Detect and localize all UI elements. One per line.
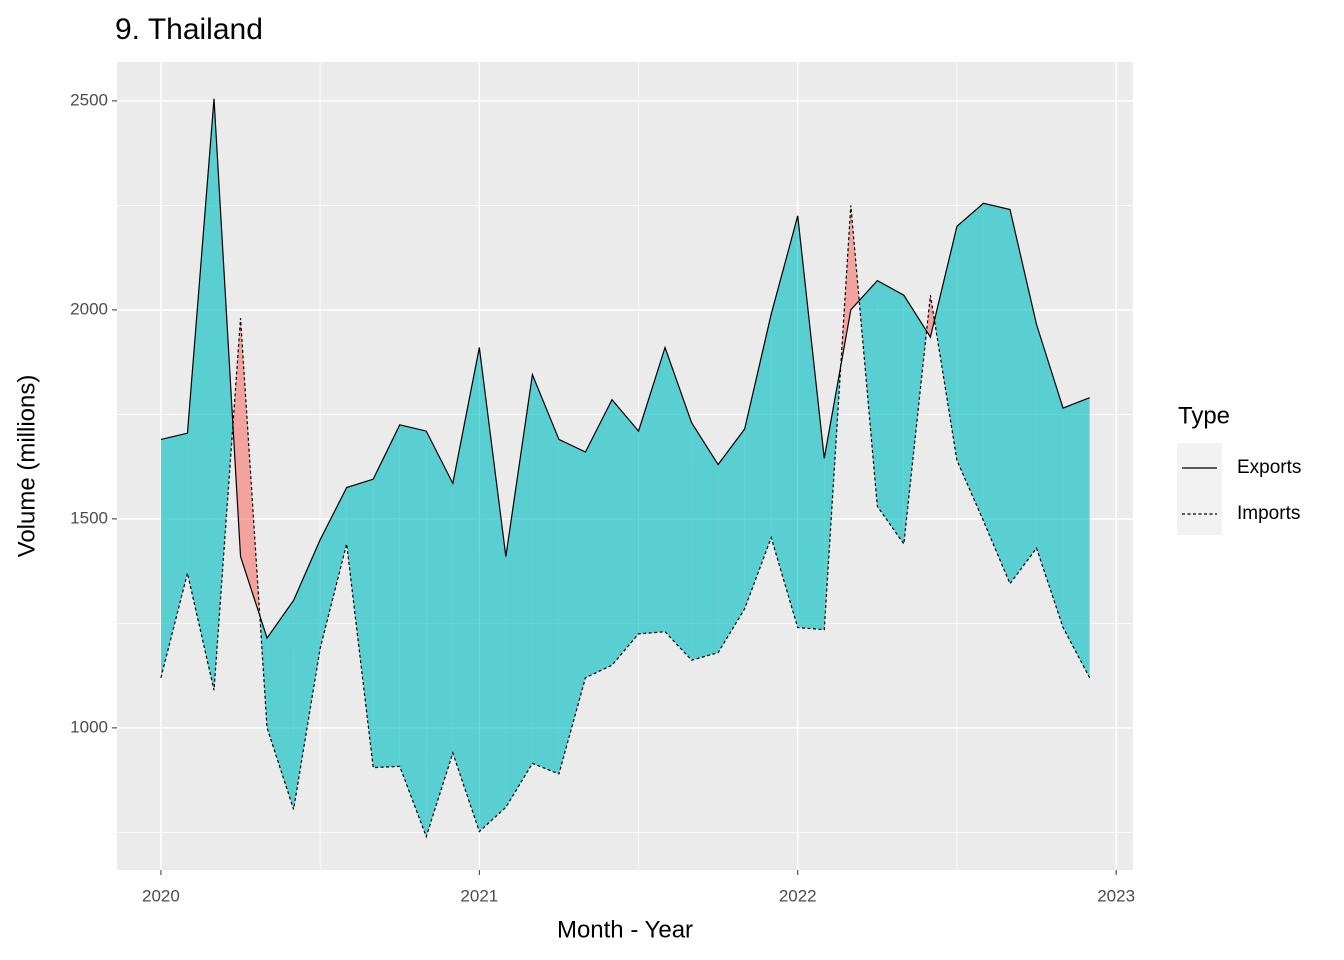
ribbon-area — [426, 431, 453, 837]
series-line — [160, 205, 1091, 839]
legend-title: Type — [1178, 402, 1230, 429]
x-tick-label: 2020 — [142, 886, 180, 905]
series-line — [160, 98, 1090, 640]
y-tick-label: 1500 — [70, 508, 108, 527]
x-tick-label: 2021 — [460, 886, 498, 905]
ribbon-area — [877, 280, 904, 544]
ribbon-area — [267, 600, 294, 810]
ribbon-area — [956, 203, 984, 521]
chart-title: 9. Thailand — [115, 13, 263, 46]
ribbon-area — [934, 226, 957, 461]
ribbon-area — [479, 347, 506, 832]
axes: 1000 1500 2000 2500 2020 2021 2022 2023 — [70, 90, 1135, 905]
ribbon-area — [585, 399, 613, 678]
y-tick-label: 2500 — [70, 90, 108, 109]
x-tick-label: 2023 — [1097, 886, 1135, 905]
ribbon-area — [505, 374, 533, 808]
ribbon-area — [160, 433, 188, 678]
ribbon-area — [232, 318, 241, 557]
ribbon-area — [1036, 324, 1064, 628]
ribbon-area — [903, 295, 927, 544]
ribbon-area — [797, 215, 825, 630]
ribbon-area — [859, 280, 878, 507]
ribbon-area — [1063, 397, 1090, 678]
legend-label: Exports — [1237, 457, 1301, 478]
ribbon-area — [771, 215, 798, 628]
ribbon-area — [744, 314, 772, 609]
legend-label: Imports — [1237, 503, 1300, 524]
y-axis-label: Volume (millions) — [13, 375, 40, 558]
legend: Exports Imports — [1177, 443, 1301, 535]
y-tick-label: 2000 — [70, 299, 108, 318]
ribbon-area — [930, 295, 935, 338]
ribbon-area — [452, 347, 480, 832]
ribbon-area — [612, 399, 639, 666]
ribbon-area — [558, 439, 586, 774]
y-tick-label: 1000 — [70, 717, 108, 736]
ribbon-area — [346, 479, 374, 768]
x-axis-label: Month - Year — [557, 916, 693, 943]
ribbon-area — [373, 424, 400, 768]
ribbon-area — [214, 98, 233, 691]
ribbon-area — [691, 422, 719, 661]
ribbon-area — [1010, 209, 1037, 584]
ribbon-area — [293, 539, 321, 810]
ribbon-area — [399, 424, 427, 837]
x-tick-label: 2022 — [779, 886, 817, 905]
ribbon-area — [187, 98, 215, 691]
lines — [160, 98, 1091, 839]
ribbon-area — [718, 429, 745, 653]
ribbon-area — [638, 347, 666, 634]
legend-key-bg — [1177, 443, 1222, 535]
ribbon-area — [665, 347, 692, 661]
ribbon-area — [532, 374, 559, 774]
ribbon-area — [983, 203, 1010, 584]
